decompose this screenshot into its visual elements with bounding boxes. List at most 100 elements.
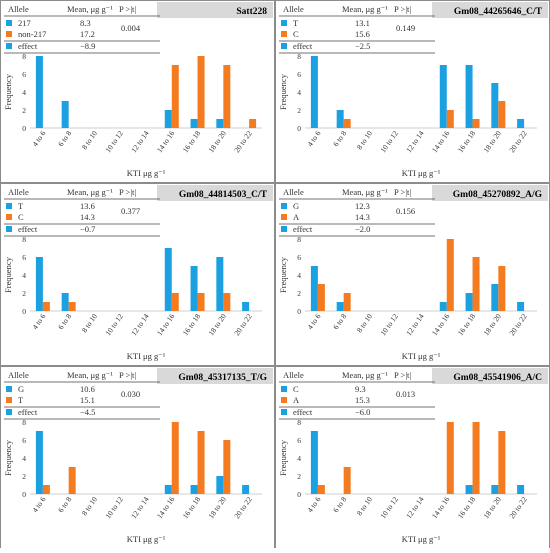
y-axis-label: Frequency [278, 256, 288, 293]
bar-a-7 [472, 257, 480, 311]
x-tick-label: 18 to 20 [206, 312, 228, 338]
legend-swatch-1 [6, 203, 12, 209]
legend-mean-3: −6.0 [355, 407, 370, 417]
y-tick-label: 8 [297, 418, 301, 427]
x-tick-label: 16 to 18 [181, 312, 203, 338]
legend-mean-1: 13.1 [355, 18, 370, 28]
x-tick-label: 10 to 12 [103, 312, 125, 338]
y-axis-label: Frequency [3, 256, 13, 293]
y-tick-label: 4 [297, 88, 301, 97]
legend-label-2: T [18, 395, 24, 405]
x-tick-label: 4 to 6 [30, 312, 47, 331]
legend-header-mean: Mean, μg g⁻¹ [67, 370, 113, 380]
x-tick-label: 20 to 22 [232, 495, 254, 521]
bar-t-6 [439, 65, 447, 128]
legend-header-mean: Mean, μg g⁻¹ [342, 4, 388, 14]
bar-217-7 [190, 119, 198, 128]
x-tick-label: 12 to 14 [129, 312, 151, 338]
legend-label-3: effect [18, 407, 38, 417]
y-tick-label: 0 [297, 307, 301, 316]
x-tick-label: 6 to 8 [331, 495, 348, 514]
y-tick-label: 0 [22, 307, 26, 316]
x-tick-label: 4 to 6 [305, 312, 322, 331]
bar-c-2 [68, 302, 76, 311]
y-tick-label: 8 [22, 418, 26, 427]
y-tick-label: 0 [22, 124, 26, 133]
bar-g-7 [465, 293, 473, 311]
legend-mean-2: 15.6 [355, 29, 370, 39]
panel-title: Gm08_44265646_C/T [454, 7, 543, 17]
x-tick-label: 18 to 20 [206, 495, 228, 521]
bar-t-2 [336, 110, 344, 128]
bar-t-8 [216, 257, 224, 311]
legend-label-2: A [293, 212, 300, 222]
x-tick-label: 10 to 12 [103, 129, 125, 155]
legend-label-1: G [18, 384, 24, 394]
bar-c-1 [42, 302, 50, 311]
x-tick-label: 12 to 14 [129, 495, 151, 521]
y-tick-label: 4 [22, 271, 26, 280]
x-axis-label: KTI μg g⁻¹ [402, 351, 441, 361]
y-tick-label: 0 [22, 490, 26, 499]
legend-label-1: T [18, 201, 24, 211]
bar-c-2 [343, 119, 351, 128]
legend-swatch-3 [281, 409, 287, 415]
bar-a-7 [472, 422, 480, 494]
legend-swatch-3 [281, 43, 287, 49]
bar-t-1 [42, 485, 50, 494]
legend-label-3: effect [18, 224, 38, 234]
legend-label-3: effect [293, 41, 313, 51]
bar-a-8 [498, 266, 506, 311]
bar-c-7 [465, 485, 473, 494]
panel-3: Gm08_44814503_C/T Allele Mean, μg g⁻¹ P >|t… [0, 183, 275, 366]
x-tick-label: 14 to 16 [430, 129, 452, 155]
bar-a-6 [446, 239, 454, 311]
panel-title-box [157, 368, 273, 384]
legend-swatch-3 [6, 226, 12, 232]
legend-mean-3: −0.7 [80, 224, 95, 234]
bar-t-2 [68, 467, 76, 494]
bar-t-7 [197, 431, 205, 494]
legend-mean-3: −4.5 [80, 407, 95, 417]
bar-t-7 [190, 266, 198, 311]
x-axis-label: KTI μg g⁻¹ [127, 168, 166, 178]
panel-border [0, 183, 275, 366]
bar-t-2 [61, 293, 69, 311]
x-tick-label: 16 to 18 [456, 495, 478, 521]
legend-p-value: 0.156 [396, 206, 415, 216]
bar-g-8 [216, 476, 224, 494]
bar-t-6 [164, 248, 172, 311]
legend-p-value: 0.004 [121, 23, 141, 33]
legend-swatch-1 [281, 20, 287, 26]
legend-label-2: non-217 [18, 29, 46, 39]
x-tick-label: 16 to 18 [181, 495, 203, 521]
x-tick-label: 4 to 6 [30, 129, 47, 148]
bar-t-9 [242, 302, 250, 311]
x-tick-label: 18 to 20 [206, 129, 228, 155]
y-tick-label: 6 [297, 253, 301, 262]
x-tick-label: 8 to 10 [80, 495, 99, 517]
x-tick-label: 10 to 12 [378, 312, 400, 338]
y-tick-label: 4 [22, 88, 26, 97]
bar-a-2 [343, 293, 351, 311]
y-axis-label: Frequency [278, 73, 288, 110]
legend-swatch-2 [6, 214, 12, 220]
y-tick-label: 8 [297, 235, 301, 244]
bar-c-7 [472, 119, 480, 128]
x-tick-label: 20 to 22 [232, 129, 254, 155]
panel-2: Gm08_44265646_C/T Allele Mean, μg g⁻¹ P >|t… [275, 0, 550, 183]
bar-non-217-7 [197, 56, 205, 128]
bar-g-2 [336, 302, 344, 311]
bar-non-217-8 [223, 65, 231, 128]
legend-label-1: G [293, 201, 299, 211]
x-tick-label: 8 to 10 [355, 495, 374, 517]
panel-4: Gm08_45270892_A/G Allele Mean, μg g⁻¹ P >|t… [275, 183, 550, 366]
legend-mean-1: 10.6 [80, 384, 95, 394]
panel-5: Gm08_45317135_T/G Allele Mean, μg g⁻¹ P >|t… [0, 366, 275, 549]
bar-a-8 [498, 431, 506, 494]
panel-border [0, 0, 275, 183]
bar-g-1 [310, 266, 318, 311]
x-tick-label: 16 to 18 [181, 129, 203, 155]
legend-swatch-1 [6, 386, 12, 392]
legend-header-allele: Allele [8, 4, 29, 14]
